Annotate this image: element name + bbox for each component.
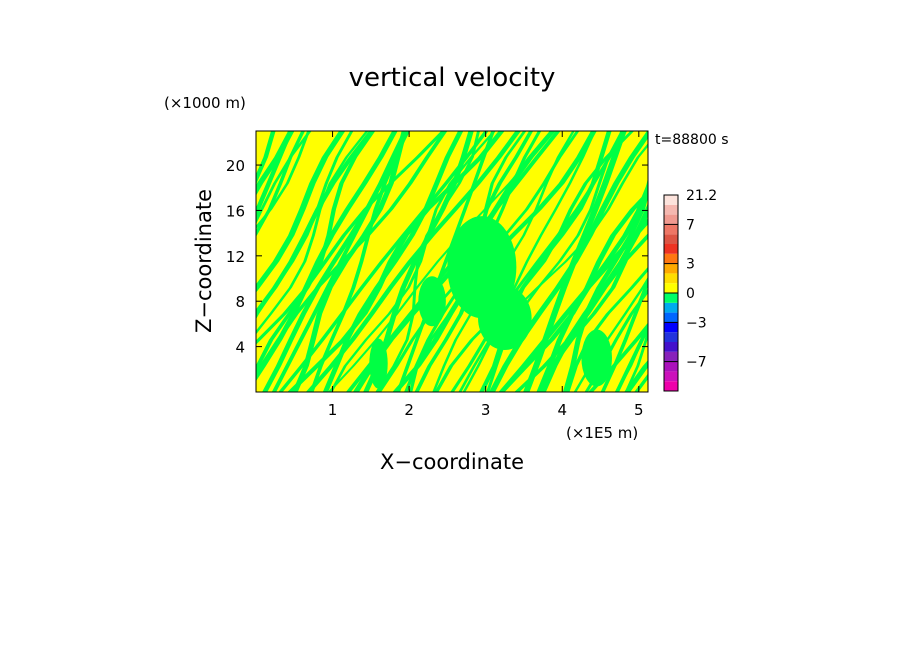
negative-region: [369, 338, 388, 389]
negative-band: [256, 131, 295, 196]
colorbar-segment: [664, 342, 678, 352]
colorbar-segment: [664, 371, 678, 382]
negative-band: [499, 190, 648, 392]
negative-band: [322, 131, 464, 392]
negative-band: [486, 131, 624, 392]
negative-band: [562, 177, 648, 392]
x-tick-label: 1: [328, 401, 338, 419]
colorbar-segment: [664, 361, 678, 372]
colorbar-segment: [664, 351, 678, 362]
colorbar-segment: [664, 302, 678, 313]
colorbar-tick-label: 7: [686, 217, 695, 233]
negative-band: [698, 131, 842, 392]
colorbar-tick-label: −3: [686, 315, 707, 331]
velocity-field: [256, 131, 904, 392]
negative-band: [650, 131, 845, 392]
x-tick-label: 5: [634, 401, 644, 419]
negative-band: [271, 131, 411, 392]
negative-band: [327, 131, 555, 392]
negative-region: [581, 329, 613, 387]
negative-band: [634, 373, 648, 392]
negative-band: [278, 131, 489, 392]
x-axis-label: X−coordinate: [380, 450, 524, 474]
negative-band: [677, 131, 904, 392]
negative-band: [396, 131, 495, 392]
negative-band: [679, 131, 837, 392]
x-tick-label: 3: [481, 401, 491, 419]
negative-band: [600, 277, 648, 392]
colorbar-segment: [664, 381, 678, 391]
x-axis-unit: (×1E5 m): [566, 424, 638, 442]
colorbar-segment: [664, 322, 678, 333]
colorbar-tick-label: 0: [686, 286, 695, 302]
colorbar-tick-label: −7: [686, 355, 707, 371]
negative-band: [498, 217, 648, 392]
colorbar-tick-label: 3: [686, 257, 695, 273]
negative-band: [256, 131, 276, 185]
colorbar-segment: [664, 253, 678, 264]
negative-band: [536, 181, 648, 392]
negative-band: [256, 131, 398, 382]
y-tick-label: 16: [226, 202, 245, 220]
negative-band: [565, 266, 648, 392]
negative-band: [712, 131, 893, 392]
x-tick-label: 4: [557, 401, 567, 419]
negative-band: [392, 131, 597, 392]
colorbar-segment: [664, 312, 678, 323]
y-axis: 4 8 12 16 20: [226, 157, 648, 357]
y-tick-label: 20: [226, 157, 245, 175]
negative-band: [352, 131, 556, 392]
x-tick-label: 2: [404, 401, 414, 419]
colorbar-segment: [664, 244, 678, 254]
y-tick-label: 12: [226, 248, 245, 266]
negative-band: [697, 131, 876, 392]
y-axis-unit: (×1000 m): [164, 94, 246, 112]
negative-band: [662, 131, 784, 392]
negative-band: [256, 131, 310, 230]
negative-band: [706, 131, 893, 392]
negative-region: [478, 286, 532, 351]
negative-band: [256, 131, 376, 380]
chart-title: vertical velocity: [349, 63, 556, 93]
negative-band: [309, 131, 410, 392]
negative-band: [256, 131, 305, 237]
negative-band: [404, 131, 542, 392]
negative-band: [523, 131, 627, 392]
negative-band: [363, 131, 474, 392]
negative-band: [256, 131, 354, 320]
y-axis-label: Z−coordinate: [192, 189, 216, 333]
colorbar-segment: [664, 283, 678, 293]
colorbar-segment: [664, 224, 678, 235]
colorbar-segment: [664, 234, 678, 244]
negative-band: [262, 131, 409, 392]
time-label: t=88800 s: [655, 132, 729, 148]
colorbar-segment: [664, 273, 678, 284]
x-axis: 1 2 3 4 5: [328, 131, 644, 419]
colorbar-segment: [664, 263, 678, 274]
negative-band: [727, 131, 903, 392]
negative-band: [624, 360, 648, 392]
y-tick-label: 4: [235, 339, 245, 357]
colorbar-segment: [664, 214, 678, 225]
colorbar-segment: [664, 195, 678, 205]
negative-band: [329, 131, 496, 392]
colorbar-segment: [664, 204, 678, 215]
negative-band: [305, 131, 521, 392]
colorbar-segment: [664, 293, 678, 303]
negative-band: [256, 131, 293, 220]
colorbar-tick-label: 21.2: [686, 188, 717, 204]
y-tick-label: 8: [235, 293, 245, 311]
negative-band: [256, 131, 346, 293]
colorbar-segment: [664, 332, 678, 342]
negative-region: [418, 276, 446, 327]
colorbar: −7 −3 0 3 7 21.2: [663, 188, 717, 392]
negative-band: [538, 184, 648, 392]
plot-frame: [255, 130, 649, 393]
negative-band: [479, 131, 612, 392]
